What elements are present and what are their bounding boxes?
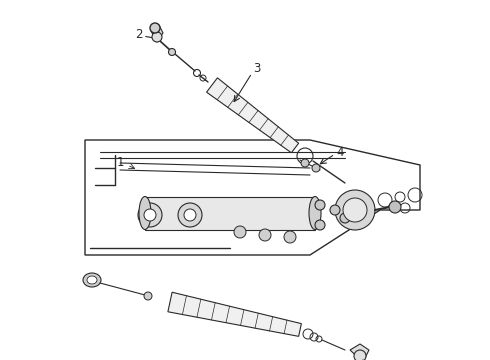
Circle shape	[335, 190, 375, 230]
Text: 4: 4	[336, 145, 344, 158]
Circle shape	[284, 231, 296, 243]
Circle shape	[138, 203, 162, 227]
Polygon shape	[168, 292, 301, 336]
Circle shape	[315, 220, 325, 230]
Circle shape	[152, 32, 162, 42]
Text: 2: 2	[135, 27, 143, 40]
Circle shape	[259, 229, 271, 241]
Circle shape	[354, 350, 366, 360]
Circle shape	[343, 198, 367, 222]
Circle shape	[312, 164, 320, 172]
Circle shape	[169, 49, 175, 55]
Circle shape	[301, 159, 309, 167]
Text: 3: 3	[253, 63, 261, 76]
Circle shape	[340, 213, 350, 223]
Text: 1: 1	[116, 156, 124, 168]
Circle shape	[330, 205, 340, 215]
Ellipse shape	[87, 276, 97, 284]
Ellipse shape	[83, 273, 101, 287]
Polygon shape	[85, 140, 420, 255]
Ellipse shape	[139, 197, 151, 230]
Circle shape	[315, 200, 325, 210]
Ellipse shape	[309, 197, 321, 230]
Circle shape	[144, 292, 152, 300]
Circle shape	[234, 226, 246, 238]
Circle shape	[184, 209, 196, 221]
Circle shape	[144, 209, 156, 221]
Polygon shape	[207, 78, 298, 153]
Polygon shape	[151, 25, 163, 42]
Circle shape	[178, 203, 202, 227]
Circle shape	[150, 23, 160, 33]
Circle shape	[389, 201, 401, 213]
Polygon shape	[145, 197, 315, 230]
Polygon shape	[350, 344, 369, 360]
